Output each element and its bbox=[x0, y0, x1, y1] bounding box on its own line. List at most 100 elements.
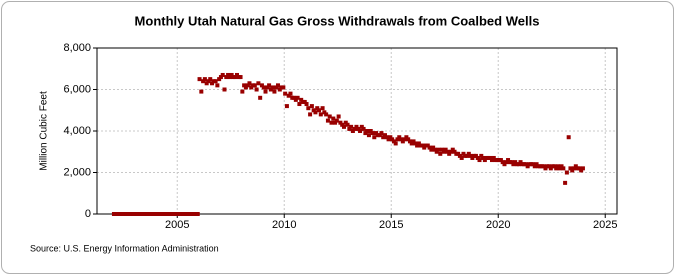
data-point bbox=[234, 72, 239, 77]
data-point bbox=[445, 149, 450, 154]
data-point bbox=[195, 212, 200, 216]
data-point bbox=[272, 89, 277, 94]
data-point bbox=[297, 102, 302, 107]
data-point bbox=[465, 153, 470, 158]
data-point bbox=[409, 141, 414, 146]
data-point bbox=[265, 85, 270, 90]
data-point bbox=[411, 139, 416, 144]
data-point bbox=[299, 97, 304, 102]
data-point bbox=[502, 162, 507, 167]
data-point bbox=[218, 75, 223, 80]
data-point bbox=[252, 83, 257, 88]
data-point bbox=[466, 151, 471, 156]
data-point bbox=[308, 112, 313, 117]
data-point bbox=[263, 89, 268, 94]
data-point bbox=[543, 166, 548, 171]
data-point bbox=[233, 75, 238, 80]
data-point bbox=[331, 116, 336, 121]
data-point bbox=[281, 85, 286, 90]
data-point bbox=[350, 129, 355, 133]
data-point bbox=[304, 102, 309, 107]
data-point bbox=[293, 97, 298, 102]
data-point bbox=[511, 162, 516, 167]
data-point bbox=[459, 155, 464, 160]
data-point bbox=[477, 158, 482, 163]
data-point bbox=[381, 135, 386, 140]
data-point bbox=[443, 147, 448, 152]
x-tick-label: 2015 bbox=[379, 219, 403, 231]
data-point bbox=[564, 170, 569, 175]
data-point bbox=[382, 133, 387, 138]
data-point bbox=[516, 162, 521, 167]
data-point bbox=[292, 95, 297, 100]
data-point bbox=[416, 141, 421, 146]
plot-border bbox=[96, 47, 618, 215]
data-point bbox=[470, 155, 475, 160]
data-point bbox=[561, 166, 566, 171]
y-tick-label: 2,000 bbox=[63, 166, 91, 178]
data-point bbox=[338, 120, 343, 125]
data-point bbox=[197, 77, 202, 82]
data-point bbox=[393, 141, 398, 146]
data-point bbox=[283, 91, 288, 96]
data-point bbox=[436, 147, 441, 152]
data-point bbox=[531, 162, 536, 167]
data-point bbox=[217, 77, 222, 82]
data-point bbox=[274, 85, 279, 90]
data-point bbox=[395, 137, 400, 142]
data-point bbox=[206, 79, 211, 84]
data-point bbox=[210, 81, 215, 86]
data-point bbox=[213, 79, 218, 84]
data-point bbox=[566, 135, 571, 140]
data-point bbox=[572, 166, 577, 171]
data-point bbox=[429, 147, 434, 152]
data-point bbox=[541, 164, 546, 169]
data-point bbox=[479, 153, 484, 158]
data-point bbox=[379, 131, 384, 136]
data-point bbox=[311, 108, 316, 113]
data-point bbox=[448, 149, 453, 154]
data-point bbox=[341, 124, 346, 129]
data-point bbox=[434, 149, 439, 154]
data-point bbox=[204, 81, 209, 86]
data-point bbox=[422, 145, 427, 150]
data-point bbox=[275, 83, 280, 88]
data-point bbox=[358, 129, 363, 133]
data-point bbox=[406, 137, 411, 142]
data-point bbox=[523, 162, 528, 167]
data-point bbox=[215, 83, 220, 88]
data-point bbox=[325, 118, 330, 123]
data-point bbox=[384, 135, 389, 140]
data-point bbox=[345, 122, 350, 127]
data-point bbox=[324, 112, 329, 117]
data-point bbox=[318, 112, 323, 117]
data-point bbox=[399, 137, 404, 142]
data-point bbox=[440, 147, 445, 152]
data-point bbox=[570, 168, 575, 173]
data-point bbox=[447, 151, 452, 156]
data-point bbox=[579, 168, 584, 173]
y-tick-label: 0 bbox=[85, 208, 91, 220]
data-point bbox=[386, 137, 391, 142]
data-point bbox=[277, 87, 282, 92]
data-point bbox=[220, 72, 225, 77]
data-point bbox=[554, 166, 559, 171]
data-point bbox=[488, 155, 493, 160]
x-tick-label: 2010 bbox=[272, 219, 296, 231]
data-point bbox=[327, 114, 332, 119]
data-point bbox=[286, 93, 291, 98]
data-point bbox=[452, 149, 457, 154]
data-point bbox=[370, 131, 375, 136]
data-point bbox=[226, 72, 231, 77]
data-point bbox=[320, 106, 325, 111]
data-point bbox=[491, 155, 496, 160]
data-point bbox=[363, 131, 368, 136]
y-tick-label: 4,000 bbox=[63, 125, 91, 137]
data-point bbox=[377, 133, 382, 138]
data-point bbox=[525, 164, 530, 169]
data-point bbox=[427, 145, 432, 150]
data-point bbox=[557, 166, 562, 171]
data-point bbox=[506, 158, 511, 163]
data-point bbox=[415, 143, 420, 148]
